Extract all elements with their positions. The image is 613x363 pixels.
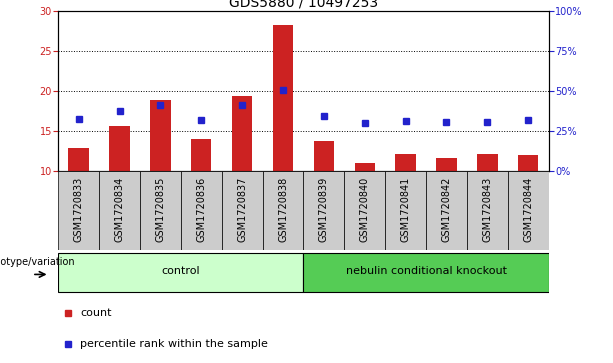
Bar [385, 171, 426, 250]
Bar [109, 126, 130, 171]
Bar [262, 171, 303, 250]
Bar [508, 171, 549, 250]
Bar [345, 171, 385, 250]
Text: GSM1720842: GSM1720842 [441, 177, 451, 242]
Bar [314, 141, 334, 171]
Text: GSM1720837: GSM1720837 [237, 177, 247, 242]
Bar [426, 171, 467, 250]
Text: nebulin conditional knockout: nebulin conditional knockout [346, 266, 506, 276]
Text: genotype/variation: genotype/variation [0, 257, 75, 267]
Text: GSM1720835: GSM1720835 [156, 177, 166, 242]
Bar [69, 148, 89, 171]
Bar [467, 171, 508, 250]
Bar [222, 171, 262, 250]
Text: GSM1720833: GSM1720833 [74, 177, 83, 242]
Text: control: control [161, 266, 200, 276]
Title: GDS5880 / 10497253: GDS5880 / 10497253 [229, 0, 378, 10]
Bar [58, 171, 99, 250]
Text: GSM1720843: GSM1720843 [482, 177, 492, 242]
Bar [191, 139, 211, 171]
Text: GSM1720844: GSM1720844 [524, 177, 533, 242]
Text: GSM1720834: GSM1720834 [115, 177, 124, 242]
Text: GSM1720838: GSM1720838 [278, 177, 288, 242]
Text: count: count [80, 308, 112, 318]
Bar [232, 96, 253, 171]
Bar [99, 171, 140, 250]
Bar [395, 154, 416, 171]
Text: GSM1720840: GSM1720840 [360, 177, 370, 242]
Bar [436, 158, 457, 171]
Bar [354, 163, 375, 171]
Text: GSM1720839: GSM1720839 [319, 177, 329, 242]
Bar [58, 253, 303, 292]
Bar [518, 155, 538, 171]
Text: percentile rank within the sample: percentile rank within the sample [80, 339, 268, 349]
Text: GSM1720836: GSM1720836 [196, 177, 206, 242]
Bar [273, 25, 293, 171]
Bar [303, 253, 549, 292]
Bar [150, 100, 170, 171]
Bar [477, 154, 498, 171]
Bar [140, 171, 181, 250]
Text: GSM1720841: GSM1720841 [401, 177, 411, 242]
Bar [181, 171, 222, 250]
Bar [303, 171, 345, 250]
